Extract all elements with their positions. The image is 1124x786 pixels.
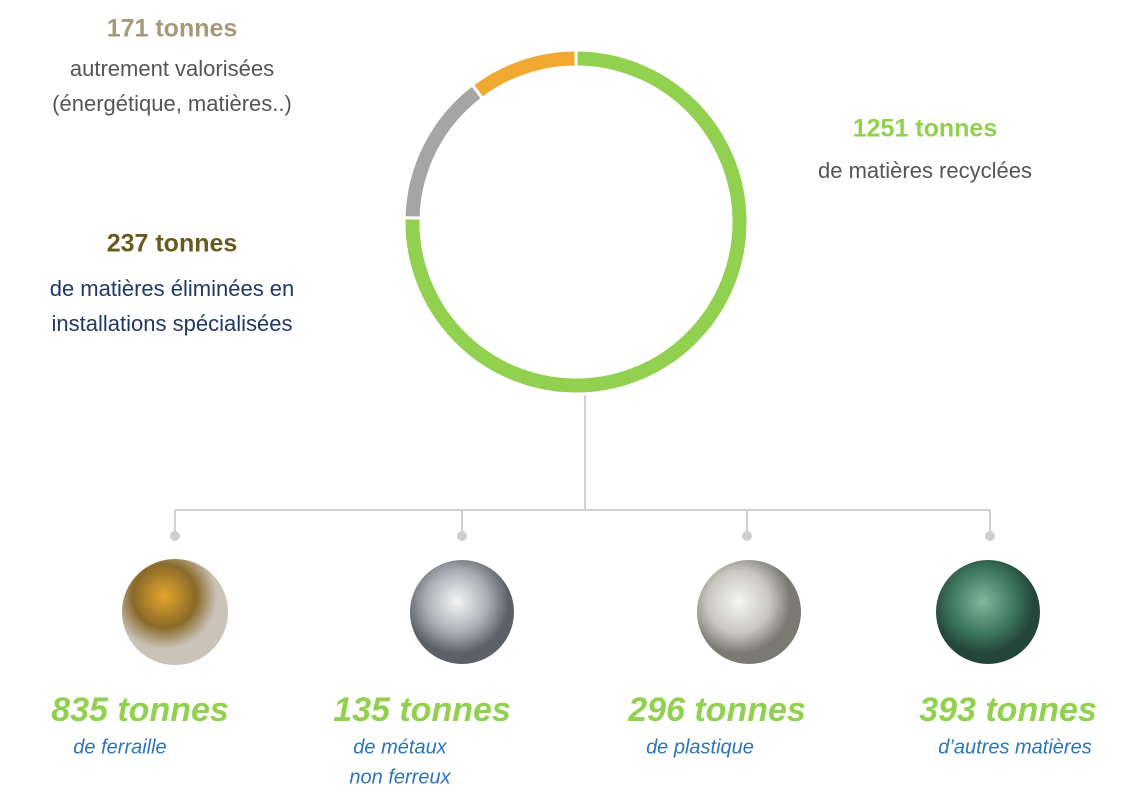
donut-segment: [404, 85, 482, 218]
segment-description: installations spécialisées: [52, 311, 293, 336]
breakdown-description: de plastique: [646, 736, 754, 758]
value-label: 237 tonnes: [107, 230, 238, 258]
breakdown-amount: 296 tonnes: [627, 691, 806, 729]
breakdown-description: non ferreux: [349, 766, 451, 786]
tree-connector: [175, 395, 990, 535]
breakdown-description: d’autres matières: [938, 736, 1091, 758]
material-photos: [122, 559, 1040, 665]
breakdown-amount: 135 tonnes: [333, 691, 511, 729]
tree-dots: [170, 531, 995, 541]
segment-description: (énergétique, matières..): [52, 91, 292, 116]
breakdown-amount: 393 tonnes: [919, 691, 1097, 729]
donut-segment: [472, 50, 576, 98]
breakdown-description: de métaux: [353, 736, 447, 758]
donut: [404, 50, 748, 394]
value-label: 171 tonnes: [107, 15, 238, 43]
segment-description: autrement valorisées: [70, 56, 274, 81]
segment-description: de matières éliminées en: [50, 276, 295, 301]
breakdown-description: de ferraille: [73, 736, 166, 758]
infographic: 1251 tonnes de matières recyclées 237 tonn…: [0, 0, 1124, 786]
value-label: 1251 tonnes: [853, 115, 998, 143]
breakdown: 835 tonnes de ferraille 135 tonnes de métau…: [51, 691, 1097, 786]
segment-description: de matières recyclées: [818, 158, 1032, 183]
breakdown-amount: 835 tonnes: [51, 691, 229, 729]
